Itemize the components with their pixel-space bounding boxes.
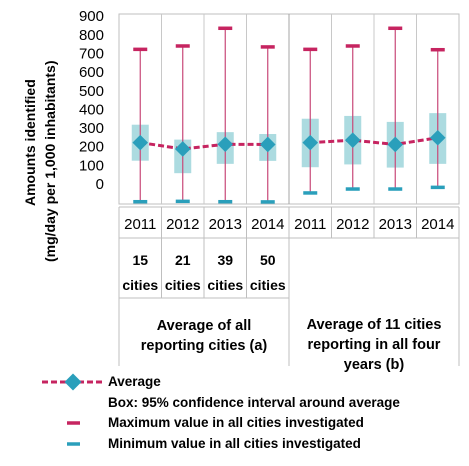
y-tick-label: 600	[79, 64, 104, 81]
average-line	[310, 136, 438, 146]
legend-min-label: Minimum value in all cities investigated	[108, 435, 361, 451]
group-label: Average of all	[157, 318, 252, 334]
city-count: 21	[175, 252, 191, 268]
city-count-unit: cities	[250, 277, 286, 293]
average-point	[302, 134, 319, 151]
y-axis-label: Amounts identified (mg/day per 1,000 inh…	[4, 0, 64, 263]
legend-average-label: Average	[108, 374, 161, 389]
average-point	[132, 134, 149, 151]
legend-max-label: Maximum value in all cities investigated	[108, 415, 364, 430]
legend-max-swatch	[67, 421, 80, 425]
average-point	[174, 141, 191, 157]
y-axis-label-line2: (mg/day per 1,000 inhabitants)	[42, 60, 58, 263]
y-tick-label: 900	[79, 8, 104, 25]
y-tick-label: 0	[96, 176, 104, 193]
legend-min-swatch	[67, 441, 80, 446]
average-point	[344, 132, 361, 148]
group-label: years (b)	[344, 357, 405, 373]
chart-marks	[131, 26, 447, 204]
city-count: 50	[260, 252, 276, 268]
category-axis: 2011 15 cities 2012 21 cities 2013 39 cities 2014…	[118, 206, 460, 373]
x-tick-label: 2011	[124, 216, 156, 233]
y-tick-label: 200	[79, 139, 104, 156]
x-tick-label: 2014	[251, 216, 284, 233]
y-tick-label: 700	[79, 45, 104, 62]
chart-frame	[118, 13, 460, 205]
x-tick-label: 2012	[166, 216, 199, 233]
average-point	[259, 136, 276, 153]
average-point	[217, 136, 234, 153]
x-tick-label: 2014	[421, 216, 454, 233]
city-count-unit: cities	[207, 277, 243, 293]
average-point	[429, 129, 446, 146]
city-count: 15	[132, 252, 148, 268]
y-tick-label: 300	[79, 120, 104, 137]
y-tick-label: 100	[79, 157, 104, 174]
y-tick-label: 500	[79, 83, 104, 100]
legend-box-label: Box: 95% confidence interval around aver…	[108, 394, 400, 410]
y-tick-label: 800	[79, 27, 104, 44]
group-label: Average of 11 cities	[307, 317, 442, 333]
average-line	[140, 141, 268, 151]
city-count-unit: cities	[165, 277, 201, 293]
legend-average-swatch	[42, 373, 104, 391]
group-label: reporting in all four	[308, 337, 441, 353]
average-point	[387, 136, 404, 153]
x-tick-label: 2013	[209, 216, 242, 233]
y-axis-label-line1: Amounts identified	[22, 79, 38, 206]
city-count-unit: cities	[122, 277, 158, 293]
x-tick-label: 2013	[379, 216, 412, 233]
y-tick-label: 400	[79, 101, 104, 118]
city-count: 39	[217, 252, 233, 268]
x-tick-label: 2012	[336, 216, 369, 233]
x-tick-label: 2011	[294, 216, 326, 233]
group-label: reporting cities (a)	[141, 338, 268, 354]
